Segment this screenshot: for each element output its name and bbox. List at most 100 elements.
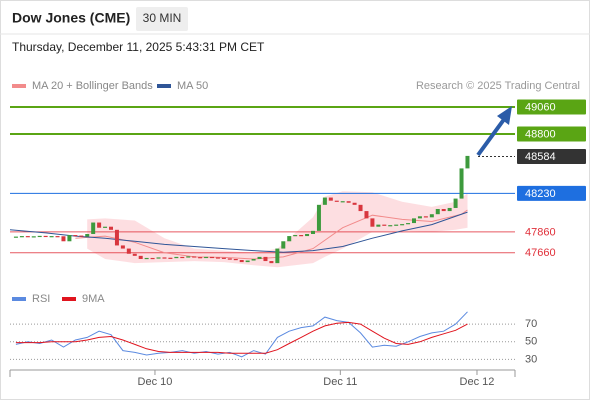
legend-label: MA 20 + Bollinger Bands [32, 80, 153, 92]
candle [61, 236, 66, 242]
candle [120, 245, 125, 249]
candle [67, 235, 72, 242]
candle [180, 256, 185, 259]
candle [79, 235, 84, 237]
candle [37, 235, 42, 238]
candle [382, 224, 387, 226]
candle [435, 209, 440, 215]
arrow-head [497, 106, 512, 125]
candle [138, 255, 143, 259]
candle [85, 233, 90, 237]
candle [376, 224, 381, 227]
candle [423, 216, 428, 218]
candle [340, 201, 345, 203]
candle [299, 235, 304, 237]
candle [447, 207, 452, 212]
candle [465, 155, 470, 169]
level-label-box [517, 185, 586, 201]
candle [162, 257, 167, 259]
level-label: 48584 [525, 151, 556, 163]
candle [293, 235, 298, 237]
level-label-box [517, 149, 586, 165]
level-label-box [517, 126, 586, 142]
candle [233, 258, 238, 261]
candle [198, 257, 203, 259]
moving-average [9, 211, 468, 253]
candle [97, 222, 102, 228]
bollinger-band [87, 191, 468, 268]
candle [25, 236, 30, 238]
candle [311, 230, 315, 234]
candle [126, 248, 131, 254]
candle [168, 257, 173, 259]
candle [55, 236, 60, 238]
candle [459, 168, 464, 199]
timeframe[interactable]: 30 MIN [143, 11, 182, 25]
candle [114, 229, 119, 246]
candle [287, 236, 292, 242]
candle [215, 257, 220, 259]
candle [245, 260, 250, 263]
candle [227, 258, 232, 260]
level-label: 48230 [525, 188, 556, 200]
y-tick-label: 30 [525, 353, 537, 365]
candle [328, 197, 333, 201]
candle [239, 260, 244, 263]
candle [453, 198, 458, 208]
candle [269, 261, 274, 264]
level-label: 47860 [525, 226, 556, 238]
y-tick-label: 50 [525, 336, 537, 348]
candle [305, 233, 310, 237]
legend-label: RSI [32, 293, 50, 305]
candle [19, 236, 24, 238]
candle [204, 256, 209, 259]
source: Research © 2025 Trading Central [416, 80, 580, 92]
candle [210, 256, 214, 259]
candle [417, 216, 422, 219]
candle [394, 224, 399, 226]
candle [150, 257, 155, 260]
level-label: 49060 [525, 101, 556, 113]
x-tick-label: Dec 12 [460, 376, 495, 388]
candle [316, 204, 321, 231]
candle [144, 257, 149, 260]
candle [406, 223, 411, 225]
candle [109, 226, 113, 230]
level-label: 47660 [525, 247, 556, 259]
candle [13, 236, 18, 238]
candle [441, 209, 446, 212]
moving-average [75, 209, 468, 260]
title: Dow Jones (CME) [12, 10, 130, 26]
candle [275, 248, 280, 264]
y-tick-label: 70 [525, 318, 537, 330]
candle [400, 224, 405, 226]
legend-label: MA 50 [177, 80, 208, 92]
candle [358, 204, 363, 212]
legend-label: 9MA [82, 293, 105, 305]
candle [388, 225, 393, 227]
candle [352, 202, 357, 205]
arrow-shaft [476, 116, 507, 157]
x-tick-label: Dec 10 [138, 376, 173, 388]
candle [192, 256, 197, 258]
candle [263, 256, 268, 262]
candle [257, 256, 262, 259]
candle [73, 235, 78, 237]
candle [281, 241, 286, 249]
candle [322, 197, 327, 205]
trend-arrow [476, 106, 512, 157]
candle [132, 253, 137, 256]
level-label: 48800 [525, 128, 556, 140]
x-tick-label: Dec 11 [323, 376, 357, 388]
candle [412, 218, 416, 224]
candle [186, 256, 191, 258]
candle [251, 258, 256, 261]
timeframe-box[interactable] [136, 7, 188, 31]
candle [49, 236, 54, 238]
candle [429, 214, 434, 218]
level-label-box [517, 99, 586, 115]
datetime: Thursday, December 11, 2025 5:43:31 PM C… [12, 40, 265, 54]
